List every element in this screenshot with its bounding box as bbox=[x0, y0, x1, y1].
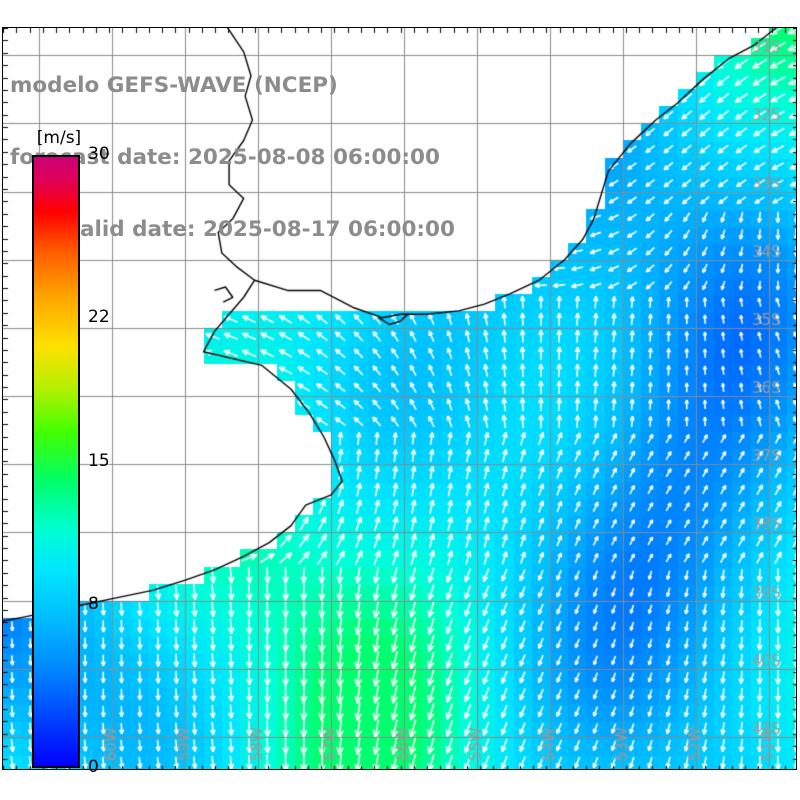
colorbar-tick-15: 15 bbox=[88, 450, 110, 471]
colorbar-unit-label: [m/s] bbox=[36, 128, 82, 148]
model-title: modelo GEFS-WAVE (NCEP) bbox=[10, 73, 338, 98]
colorbar-legend[interactable]: [m/s] 30 22 15 8 0 bbox=[32, 128, 110, 777]
valid-date: valid date: 2025-08-17 06:00:00 bbox=[66, 217, 455, 242]
colorbar-gradient[interactable] bbox=[32, 155, 80, 768]
colorbar-tick-0: 0 bbox=[88, 757, 99, 777]
colorbar-tick-30: 30 bbox=[88, 144, 110, 164]
colorbar-tick-22: 22 bbox=[88, 307, 110, 328]
colorbar-tick-8: 8 bbox=[88, 593, 99, 614]
